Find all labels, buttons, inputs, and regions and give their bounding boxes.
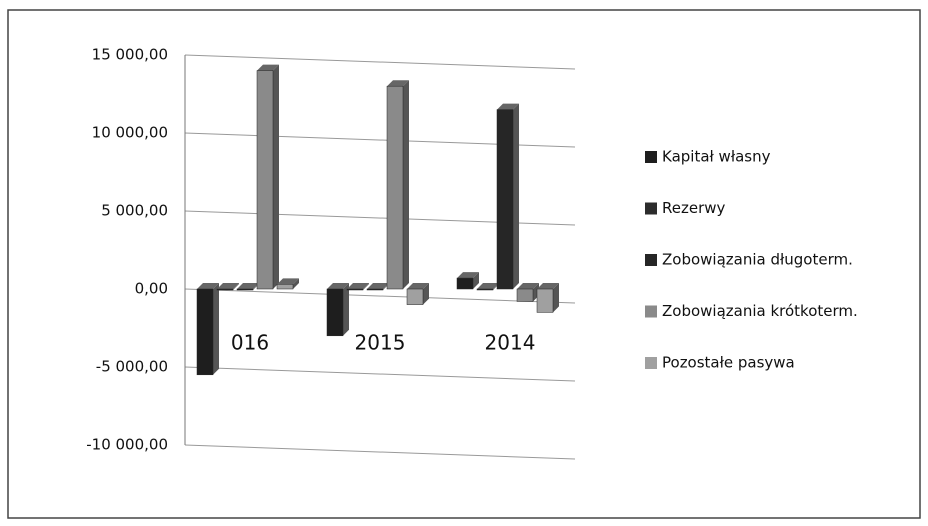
legend-swatch [645, 357, 657, 369]
bar-top [257, 64, 279, 71]
bar-side [293, 278, 299, 289]
bar-side [473, 272, 479, 289]
legend-swatch [645, 202, 657, 215]
bar-top [277, 278, 299, 285]
bar [276, 284, 294, 290]
bar [456, 277, 474, 290]
bar-top [197, 283, 219, 289]
bar [386, 85, 404, 290]
legend-swatch [645, 151, 657, 163]
legend-swatch [645, 305, 657, 318]
grid-line [184, 366, 576, 382]
bar [536, 288, 554, 313]
bar-top [347, 283, 369, 289]
bar [366, 288, 384, 291]
grid-line [184, 54, 576, 70]
bar [256, 70, 274, 290]
y-tick-label: 15 000,00 [92, 46, 168, 64]
bar-top [497, 103, 519, 110]
bar-top [457, 272, 479, 279]
bar-top [387, 80, 409, 87]
bar-side [273, 64, 279, 289]
bar-top [237, 283, 259, 289]
bar-top [217, 283, 239, 289]
bar-side [553, 283, 559, 313]
y-tick-label: 5 000,00 [101, 202, 168, 220]
bar [496, 109, 514, 290]
bar [476, 288, 494, 291]
bar-top [407, 283, 429, 289]
chart-frame [7, 9, 921, 519]
bar-side [213, 283, 219, 375]
bar-side [363, 283, 369, 290]
y-tick-label: -10 000,00 [86, 436, 168, 454]
legend-label: Kapitał własny [662, 148, 771, 166]
grid-line [184, 288, 576, 304]
legend-swatch [645, 254, 657, 266]
bar-side [343, 283, 349, 336]
y-tick-label: 0,00 [135, 280, 168, 298]
bar-top [367, 283, 389, 289]
y-tick-label: 10 000,00 [92, 124, 168, 142]
y-tick-label: -5 000,00 [96, 358, 168, 376]
legend-label: Zobowiązania długoterm. [662, 251, 853, 269]
bar [236, 288, 254, 291]
bar [216, 288, 234, 291]
bar-side [513, 103, 519, 289]
bar-side [423, 283, 429, 305]
x-tick-label: 016 [231, 331, 269, 355]
legend-label: Pozostałe pasywa [662, 354, 795, 372]
bar-top [537, 283, 559, 289]
bar [346, 288, 364, 291]
bar [516, 288, 534, 302]
x-tick-label: 2014 [485, 331, 536, 355]
legend-label: Zobowiązania krótkoterm. [662, 302, 858, 320]
bar [326, 288, 344, 337]
bar-top [517, 283, 539, 289]
x-tick-label: 2015 [355, 331, 406, 355]
bar-side [403, 80, 409, 289]
bar [406, 288, 424, 305]
bar [196, 288, 214, 376]
bar-top [327, 283, 349, 289]
legend-label: Rezerwy [662, 199, 726, 217]
bar-top [477, 283, 499, 289]
grid-line [184, 444, 576, 460]
bar-side [233, 283, 239, 290]
